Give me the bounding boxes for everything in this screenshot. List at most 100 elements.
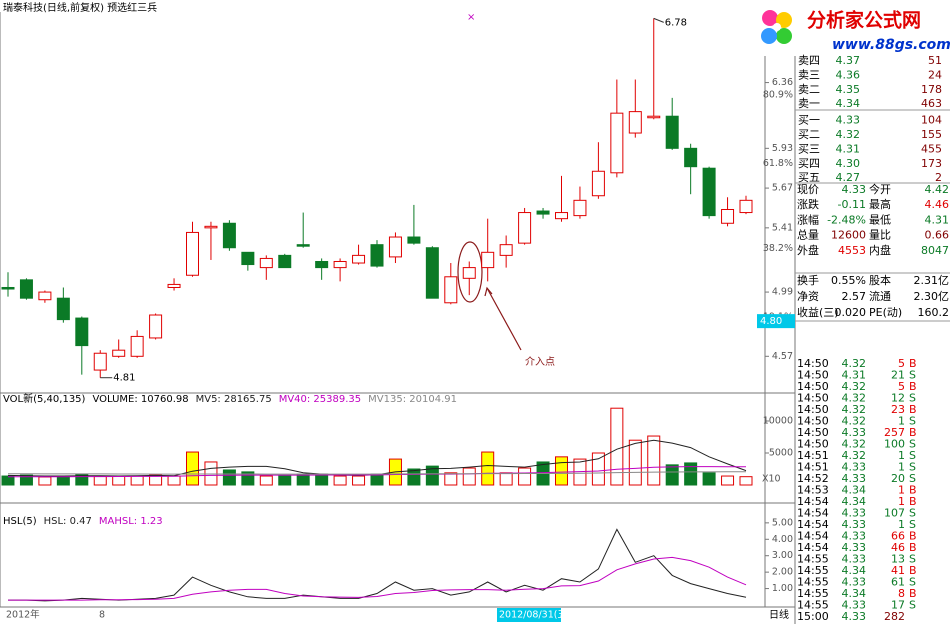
volume-bar [222, 469, 236, 486]
trade-time: 14:51 [797, 449, 829, 462]
quote-value: 12600 [831, 229, 866, 242]
legend-entry: MAHSL: 1.23 [99, 516, 163, 527]
marker: × [467, 12, 475, 23]
fib-label: 61.8% [763, 158, 793, 169]
trade-side: S [909, 576, 916, 589]
volume-bar [591, 452, 605, 486]
trade-volume: 21 [891, 369, 905, 382]
trade-side: S [909, 599, 916, 612]
trade-volume: 257 [884, 426, 905, 439]
quote-label: PE(动) [869, 306, 902, 319]
book-label: 买一 [798, 114, 820, 127]
trade-volume: 66 [891, 530, 905, 543]
quote-value: 4.46 [925, 198, 950, 211]
trade-price: 4.32 [842, 415, 867, 428]
trade-time: 14:50 [797, 403, 829, 416]
trade-volume: 1 [898, 484, 905, 497]
trade-side: B [909, 380, 917, 393]
volume-bar [278, 475, 292, 486]
quote-label: 净资 [797, 289, 819, 303]
candle-body [555, 212, 568, 220]
candle-body [425, 247, 439, 299]
trade-price: 4.33 [842, 518, 867, 531]
volume-bar [1, 475, 15, 486]
trade-price: 4.33 [842, 426, 867, 439]
trade-time: 14:54 [797, 518, 829, 531]
trade-time: 14:55 [797, 576, 829, 589]
volume-bar [647, 435, 661, 486]
candle-body [186, 231, 199, 276]
trade-volume: 1 [898, 449, 905, 462]
book-price: 4.31 [836, 142, 861, 155]
trade-price: 4.34 [842, 587, 867, 600]
quote-label: 总量 [797, 228, 819, 242]
candle-body [241, 251, 255, 266]
book-label: 卖一 [798, 97, 820, 110]
logo-center [773, 23, 781, 31]
candle-body [573, 199, 587, 217]
trade-side: B [909, 495, 917, 508]
y-tick-label: 5000 [769, 448, 793, 459]
trade-volume: 1 [898, 518, 905, 531]
high-label: 6.78 [665, 17, 687, 28]
volume-bar [296, 473, 310, 486]
trade-price: 4.34 [842, 495, 867, 508]
book-volume: 178 [921, 83, 942, 96]
candle-body [278, 254, 292, 269]
volume-bar [665, 464, 679, 486]
volume-bar [610, 407, 624, 486]
volume-bar [628, 439, 642, 486]
candle-body [149, 314, 163, 339]
trade-price: 4.33 [842, 576, 867, 589]
volume-bar [204, 461, 218, 486]
volume-bar [407, 468, 421, 486]
arrow-head [484, 286, 493, 297]
quote-value: 2.31亿 [914, 274, 950, 287]
candle-body [536, 210, 550, 215]
trade-volume: 23 [891, 403, 905, 416]
candle-body [1, 286, 15, 290]
trade-price: 4.32 [842, 449, 867, 462]
trade-volume: 1 [898, 415, 905, 428]
trade-side: B [909, 426, 917, 439]
logo-url: www.88gs.com [832, 37, 950, 53]
trade-time: 14:54 [797, 530, 829, 543]
volume-bar [352, 475, 366, 486]
quote-label: 量比 [869, 229, 891, 242]
highlight-ellipse [457, 241, 483, 303]
logo-box [750, 0, 950, 56]
trade-side: S [909, 553, 916, 566]
y-tick-label: 4.99 [772, 287, 793, 298]
cursor-date: 2012/08/31(五) [499, 610, 571, 621]
candle-body [610, 112, 624, 174]
quote-value: 8047 [921, 244, 949, 257]
trade-price: 4.33 [842, 599, 867, 612]
trade-volume: 1 [898, 461, 905, 474]
trade-volume: 107 [884, 507, 905, 520]
candle-body [112, 349, 126, 357]
quote-value: 0.020 [835, 306, 867, 319]
volume-bar [19, 474, 33, 486]
trade-time: 14:50 [797, 392, 829, 405]
chart-title: 瑞泰科技(日线,前复权) 预选红三兵 [3, 1, 157, 14]
trade-price: 4.34 [842, 484, 867, 497]
candle-body [333, 260, 347, 269]
candle-body [407, 236, 421, 244]
book-volume: 51 [928, 54, 942, 67]
trade-price: 4.33 [842, 530, 867, 543]
y-tick-label: 5.41 [772, 222, 793, 233]
quote-label: 涨幅 [797, 213, 819, 226]
quote-value: 2.57 [842, 290, 867, 303]
trade-volume: 5 [898, 357, 905, 370]
high-pointer [653, 17, 664, 23]
trade-time: 14:50 [797, 380, 829, 393]
candle-body [19, 279, 33, 299]
trade-time: 14:54 [797, 495, 829, 508]
legend-entry: MV40: 25389.35 [279, 394, 361, 405]
trade-side: S [909, 438, 916, 451]
candle-body [518, 212, 532, 244]
quote-value: 2.30亿 [914, 290, 950, 303]
quote-label: 最高 [869, 197, 891, 211]
trade-price: 4.32 [842, 438, 867, 451]
